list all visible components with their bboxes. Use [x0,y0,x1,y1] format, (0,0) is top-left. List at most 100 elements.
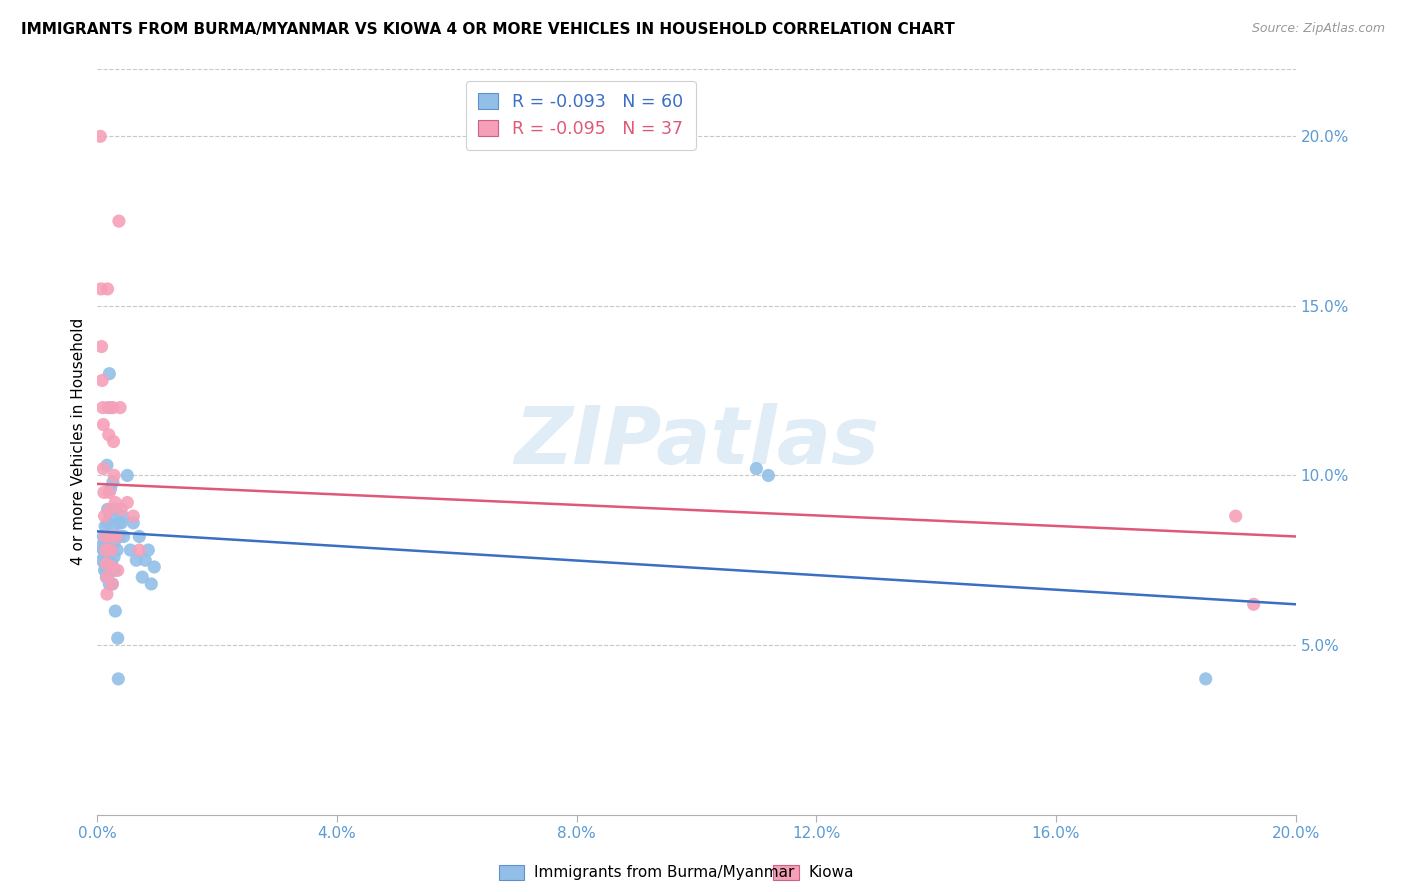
Point [96,570,118,584]
Point [136,543,159,558]
Point [93,509,115,524]
Point [93,461,115,475]
Point [103,536,125,550]
Point [97,553,120,567]
Point [108,529,131,543]
Point [93,557,115,571]
Point [93,549,115,564]
Point [100,482,122,496]
Point [100,557,122,571]
Point [90,282,112,296]
Point [101,577,124,591]
Point [93,417,115,432]
Point [104,495,127,509]
Point [97,563,120,577]
Point [93,485,115,500]
Point [100,543,122,558]
Point [94,529,117,543]
Point [94,519,117,533]
Point [110,502,132,516]
Point [100,509,122,524]
Point [125,553,148,567]
Text: Kiowa: Kiowa [808,865,853,880]
Point [100,560,122,574]
Point [1225,509,1247,524]
Point [96,516,118,530]
Point [107,631,129,645]
Point [100,543,122,558]
Point [104,502,127,516]
Point [110,516,132,530]
Point [131,570,153,584]
Y-axis label: 4 or more Vehicles in Household: 4 or more Vehicles in Household [72,318,86,566]
Point [94,536,117,550]
Point [107,563,129,577]
Point [93,563,115,577]
Point [98,367,121,381]
Point [101,475,124,490]
Point [101,401,124,415]
Point [143,560,166,574]
Point [90,340,112,354]
Text: IMMIGRANTS FROM BURMA/MYANMAR VS KIOWA 4 OR MORE VEHICLES IN HOUSEHOLD CORRELATI: IMMIGRANTS FROM BURMA/MYANMAR VS KIOWA 4… [21,22,955,37]
Point [756,468,779,483]
Point [93,529,115,543]
Point [89,129,111,144]
Point [1195,672,1218,686]
Point [128,529,150,543]
Text: Source: ZipAtlas.com: Source: ZipAtlas.com [1251,22,1385,36]
Point [94,543,117,558]
Legend: R = -0.093   N = 60, R = -0.095   N = 37: R = -0.093 N = 60, R = -0.095 N = 37 [465,81,696,150]
Point [103,519,125,533]
Point [112,529,135,543]
Point [108,214,131,228]
Point [96,563,118,577]
Point [141,577,163,591]
Point [96,587,118,601]
Point [101,577,124,591]
Point [122,516,145,530]
Point [104,604,127,618]
Text: ZIPatlas: ZIPatlas [515,402,879,481]
Point [117,468,139,483]
Point [97,427,120,442]
Point [91,374,114,388]
Text: Immigrants from Burma/Myanmar: Immigrants from Burma/Myanmar [534,865,794,880]
Point [100,563,122,577]
Point [94,543,117,558]
Point [97,543,120,558]
Point [105,529,128,543]
Point [134,553,156,567]
Point [122,509,145,524]
Point [96,570,118,584]
Point [103,468,125,483]
Point [98,401,121,415]
Point [104,563,127,577]
Point [98,577,121,591]
Point [745,461,768,475]
Point [89,540,111,554]
Point [94,533,117,547]
Point [111,509,134,524]
Point [1243,597,1265,611]
Point [105,543,128,558]
Point [96,502,118,516]
Point [96,458,118,473]
Point [108,516,131,530]
Point [97,401,120,415]
Point [100,529,122,543]
Point [98,502,121,516]
Point [98,485,121,500]
Point [105,529,128,543]
Point [96,557,118,571]
Point [120,543,142,558]
Point [103,549,125,564]
Point [94,549,117,564]
Point [128,543,150,558]
Point [91,401,114,415]
Point [93,543,115,558]
Point [117,495,139,509]
Point [108,401,131,415]
Point [96,282,118,296]
Point [103,434,125,449]
